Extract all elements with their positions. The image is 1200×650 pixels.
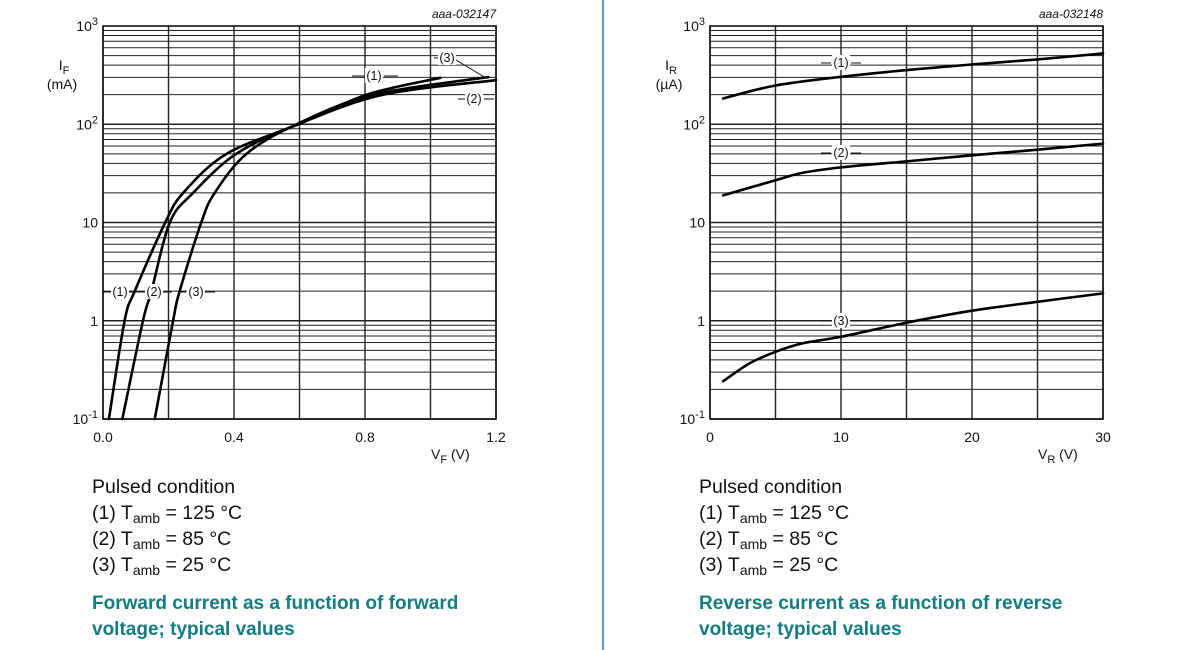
reverse-chart-notes: Pulsed condition (1) Tamb = 125 °C (2) T… xyxy=(699,474,1062,643)
reverse-current-chart: aaa-032148 10-1 1 10 102 103 0 10 20 30 IR(µA) VR (… xyxy=(656,7,1111,466)
x-tick-label: 10 xyxy=(833,429,849,445)
figure-id-code: aaa-032147 xyxy=(432,7,497,21)
y-tick-label: 103 xyxy=(76,16,98,34)
notes-title: Pulsed condition xyxy=(699,476,843,498)
label-background xyxy=(465,91,483,106)
y-axis-label: IR xyxy=(665,57,677,77)
label-background xyxy=(187,284,205,299)
y-tick-label: 10 xyxy=(689,215,705,231)
label-background xyxy=(111,284,129,299)
y-axis-label: IF xyxy=(59,57,70,77)
label-background xyxy=(365,68,383,83)
series-label: (3) xyxy=(833,314,848,328)
y-tick-label: 10-1 xyxy=(73,409,98,427)
y-tick-label: 102 xyxy=(76,114,98,132)
legend-item-3: (3) Tamb = 25 °C xyxy=(92,554,232,578)
panel-divider xyxy=(602,0,604,650)
series-line-3 xyxy=(721,292,1105,383)
y-tick-label: 1 xyxy=(697,313,705,329)
legend-item-2: (2) Tamb = 85 °C xyxy=(699,528,839,552)
caption-line-2: voltage; typical values xyxy=(699,619,902,640)
series-line-1 xyxy=(721,52,1105,100)
series-label: (3) xyxy=(188,285,203,299)
y-tick-label: 1 xyxy=(90,313,98,329)
x-tick-label: 0.0 xyxy=(93,429,113,445)
series-line-2 xyxy=(721,142,1105,197)
series-label: (3) xyxy=(439,51,454,65)
series-line-2 xyxy=(121,78,498,421)
label-background xyxy=(832,145,850,160)
x-tick-label: 0.4 xyxy=(224,429,244,445)
legend-item-1: (1) Tamb = 125 °C xyxy=(699,502,850,526)
y-tick-label: 103 xyxy=(683,16,705,34)
forward-current-chart: aaa-032147 10-1 1 10 102 103 0.0 0.4 0.8 1.2 IF(mA… xyxy=(47,7,506,466)
plot-frame xyxy=(102,25,497,420)
series-label: (2) xyxy=(466,92,481,106)
label-background xyxy=(832,55,850,70)
x-tick-label: 0 xyxy=(706,429,714,445)
figure-id-code: aaa-032148 xyxy=(1039,7,1103,21)
series-label: (2) xyxy=(146,285,161,299)
notes-title: Pulsed condition xyxy=(92,476,236,498)
y-axis-unit: (mA) xyxy=(47,76,77,92)
caption-line-1: Forward current as a function of forward xyxy=(92,593,459,614)
y-tick-label: 102 xyxy=(683,114,705,132)
x-tick-label: 20 xyxy=(964,429,980,445)
label-background xyxy=(145,284,163,299)
series-label: (2) xyxy=(833,146,848,160)
x-tick-label: 1.2 xyxy=(486,429,506,445)
series-label: (1) xyxy=(112,285,127,299)
y-tick-label: 10-1 xyxy=(680,409,705,427)
label-background xyxy=(832,313,850,328)
series-label: (1) xyxy=(833,56,848,70)
series-label: (1) xyxy=(366,69,381,83)
x-tick-label: 0.8 xyxy=(355,429,375,445)
x-axis-label: VF (V) xyxy=(431,446,470,466)
figure-caption: Reverse current as a function of reverse… xyxy=(699,591,1062,643)
label-background xyxy=(438,50,456,65)
grid xyxy=(709,26,1104,420)
forward-chart-notes: Pulsed condition (1) Tamb = 125 °C (2) T… xyxy=(92,474,458,643)
y-tick-label: 10 xyxy=(82,215,98,231)
legend-item-2: (2) Tamb = 85 °C xyxy=(92,528,232,552)
caption-line-1: Reverse current as a function of reverse xyxy=(699,593,1063,614)
x-tick-label: 30 xyxy=(1095,429,1111,445)
plot-frame xyxy=(709,25,1104,420)
x-axis-label: VR (V) xyxy=(1038,446,1078,466)
series-line-3 xyxy=(153,75,490,421)
label-leader-line xyxy=(455,59,487,79)
figure-caption: Forward current as a function of forward… xyxy=(92,591,458,643)
legend-item-1: (1) Tamb = 125 °C xyxy=(92,502,243,526)
caption-line-2: voltage; typical values xyxy=(92,619,295,640)
y-axis-unit: (µA) xyxy=(656,76,683,92)
legend-item-3: (3) Tamb = 25 °C xyxy=(699,554,839,578)
